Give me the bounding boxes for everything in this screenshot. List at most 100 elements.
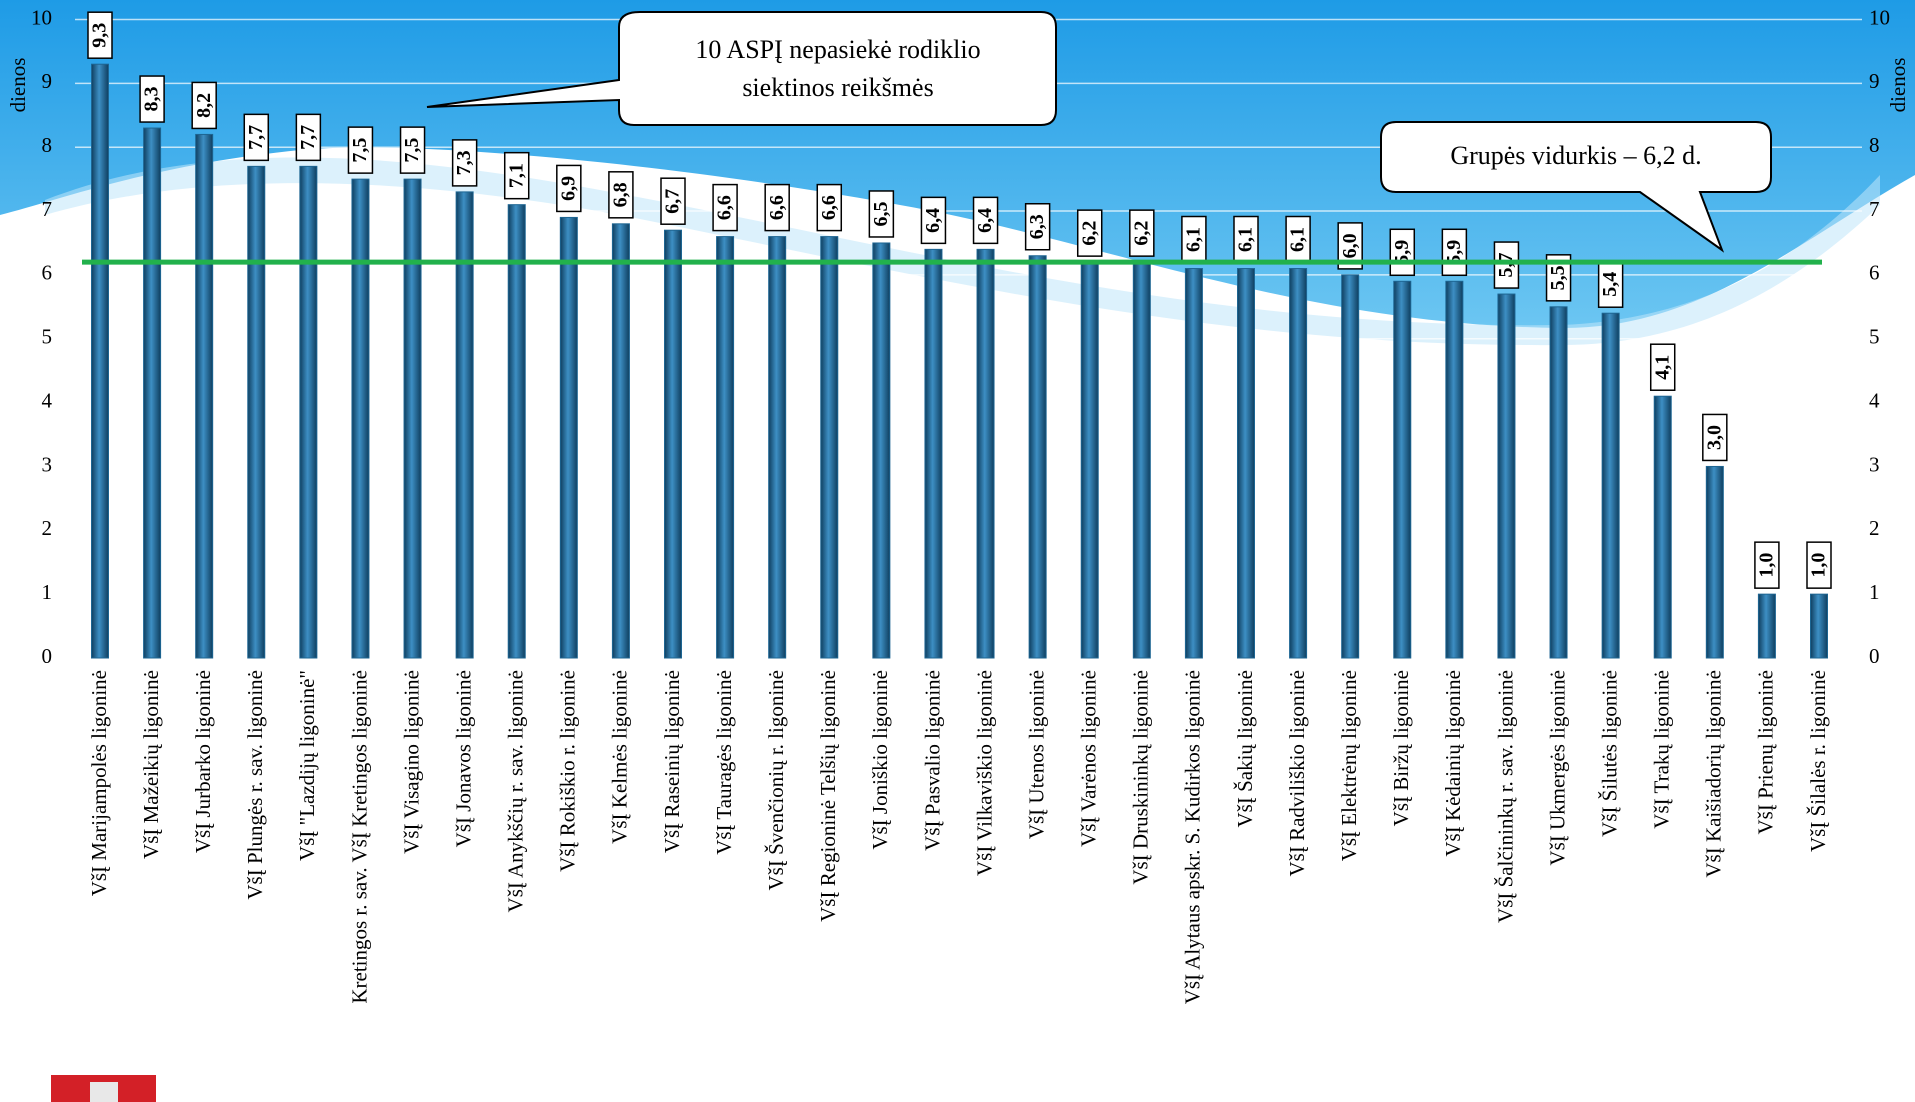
value-label: 5,7 [1495, 253, 1517, 278]
y-tick-label: 8 [42, 133, 53, 157]
bar [1289, 268, 1308, 659]
x-tick-label: VšĮ Raseinių ligoninė [660, 670, 684, 853]
x-tick-label: VšĮ Varėnos ligoninė [1077, 670, 1101, 847]
x-tick-label: VšĮ Kėdainių ligoninė [1441, 670, 1465, 857]
value-label: 1,0 [1756, 553, 1778, 578]
y-tick-label: 3 [42, 452, 53, 476]
value-label-box [399, 126, 426, 174]
value-label-box [191, 81, 217, 130]
x-tick-label: VšĮ Kaišiadorių ligoninė [1702, 670, 1726, 878]
y-tick-label: 5 [42, 325, 53, 349]
value-label: 7,7 [245, 125, 267, 150]
x-tick-label: VšĮ Prienų ligoninė [1754, 670, 1778, 834]
bar [247, 165, 266, 659]
value-label-box [608, 171, 634, 219]
logo-emblem [90, 1082, 118, 1102]
bar [872, 242, 891, 659]
value-label: 6,6 [766, 195, 788, 220]
value-label: 1,0 [1808, 553, 1830, 578]
callout-box [1380, 121, 1772, 253]
value-label: 6,4 [974, 208, 996, 233]
value-label: 6,7 [662, 189, 684, 214]
x-tick-label: VšĮ Tauragės ligoninė [712, 670, 736, 855]
bar [976, 248, 995, 659]
value-label-box [1806, 541, 1832, 589]
x-tick-label: VšĮ Elektrėnų ligoninė [1337, 670, 1361, 861]
value-label-box [1702, 413, 1728, 462]
value-label: 7,7 [297, 125, 319, 150]
value-label-box [1389, 228, 1416, 277]
bar [611, 223, 630, 659]
value-label: 4,1 [1651, 355, 1673, 380]
value-label-box [1597, 260, 1624, 308]
value-label-box [1754, 541, 1780, 589]
value-label: 6,0 [1339, 233, 1361, 258]
value-label: 6,6 [818, 195, 840, 220]
annotation-text: Grupės vidurkis – 6,2 d. [1450, 141, 1701, 170]
annotation-text: siektinos reikšmės [742, 73, 933, 102]
value-label: 5,4 [1599, 272, 1621, 297]
x-tick-label: VšĮ Visagino ligoninė [399, 670, 423, 854]
y2-tick-label: 8 [1869, 133, 1880, 157]
value-label: 6,5 [870, 201, 892, 226]
value-label: 6,3 [1026, 214, 1048, 239]
y-tick-label: 2 [42, 516, 53, 540]
value-label: 8,2 [193, 93, 215, 118]
bar [1080, 261, 1099, 659]
y2-tick-label: 5 [1869, 325, 1880, 349]
y2-tick-label: 9 [1869, 69, 1880, 93]
background-band [45, 157, 1880, 346]
bar [195, 133, 214, 659]
bar [1184, 268, 1203, 659]
value-label: 7,3 [453, 150, 475, 175]
x-tick-label: VšĮ Švenčionių r. ligoninė [764, 670, 788, 890]
value-label-box [660, 177, 686, 225]
bar [1549, 306, 1568, 659]
bar [559, 216, 578, 659]
value-label-box [1024, 202, 1051, 251]
x-tick-label: VšĮ Šalčininkų r. sav. ligoninė [1493, 670, 1517, 923]
value-label-box [139, 75, 165, 123]
value-label: 6,1 [1183, 227, 1205, 252]
x-tick-label: VšĮ Alytaus apskr. S. Kudirkos ligoninė [1181, 670, 1205, 1004]
bar [403, 178, 422, 659]
y2-tick-label: 2 [1869, 516, 1880, 540]
value-label-box [556, 164, 582, 213]
x-tick-label: VšĮ Šakių ligoninė [1233, 670, 1257, 828]
value-label: 3,0 [1703, 425, 1725, 450]
y-tick-label: 9 [42, 69, 53, 93]
bar [1341, 274, 1360, 659]
bar [351, 178, 370, 659]
y2-axis-label: dienos [1886, 58, 1910, 113]
value-label: 9,3 [89, 23, 111, 48]
value-label: 6,1 [1287, 227, 1309, 252]
value-label: 7,5 [401, 138, 423, 163]
value-label-box [1441, 228, 1468, 277]
value-label-box [972, 196, 999, 245]
x-tick-label: VšĮ Vilkaviškio ligoninė [972, 670, 996, 876]
value-label: 5,5 [1547, 265, 1569, 290]
bar [768, 236, 787, 659]
y2-tick-label: 4 [1869, 388, 1880, 412]
bar [1810, 593, 1828, 659]
x-tick-label: VšĮ Anykščių r. sav. ligoninė [504, 670, 528, 912]
x-tick-label: VšĮ Radviliškio ligoninė [1285, 670, 1309, 877]
value-label-box [87, 11, 113, 59]
x-tick-label: VšĮ Ukmergės ligoninė [1545, 670, 1569, 866]
y-tick-label: 10 [31, 5, 52, 29]
y-tick-label: 0 [42, 644, 53, 668]
bar [455, 191, 474, 659]
y-axis-label: dienos [6, 58, 30, 113]
value-label-box [451, 139, 478, 187]
value-label: 6,1 [1235, 227, 1257, 252]
x-tick-label: VšĮ "Lazdijų ligoninė" [295, 670, 319, 861]
background-wave [0, 0, 1915, 329]
value-label-box [816, 183, 843, 232]
bar [1601, 312, 1620, 659]
bar [1445, 280, 1464, 659]
value-label: 6,6 [714, 195, 736, 220]
value-label: 6,8 [610, 182, 632, 207]
value-label: 5,9 [1391, 240, 1413, 265]
x-tick-label: VšĮ Jurbarko ligoninė [191, 670, 215, 853]
